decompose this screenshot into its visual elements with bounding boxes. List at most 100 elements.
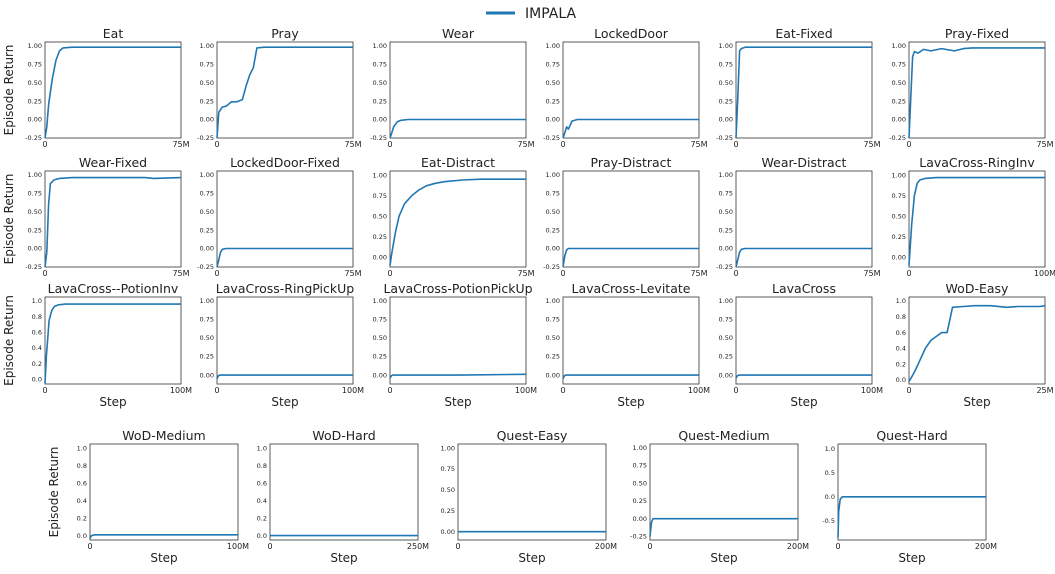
- y-tick-label: 0.75: [28, 189, 42, 197]
- panel-4: Eat-Fixed -0.25 0.00 0.25 0.50 0.75 1.00 0 75M: [716, 26, 880, 149]
- panel-7: LockedDoor-Fixed -0.25 0.00 0.25 0.50 0.75 1.0…: [197, 155, 361, 278]
- y-tick-label: -0.25: [25, 263, 42, 271]
- y-tick-label: 0.75: [200, 60, 214, 68]
- y-tick-label: 1.00: [892, 42, 906, 50]
- panel-3: LockedDoor -0.25 0.00 0.25 0.50 0.75 1.00 0 75M: [543, 26, 707, 149]
- x-tick-label: 75M: [344, 269, 361, 278]
- plot-frame: [562, 296, 700, 385]
- y-tick-label: 0.50: [28, 79, 42, 87]
- panel-13: LavaCross-RingPickUp 0.00 0.25 0.50 0.75 1.00…: [200, 281, 365, 409]
- x-tick-label: 75M: [517, 140, 534, 149]
- y-tick-label: -0.25: [716, 134, 733, 142]
- series-line: [837, 495, 986, 538]
- series-line: [44, 46, 181, 139]
- x-tick-label: 75M: [863, 269, 880, 278]
- x-axis-label: Step: [617, 395, 644, 409]
- y-tick-label: 0.25: [373, 97, 387, 105]
- panel-8: Eat-Distract 0.00 0.25 0.50 0.75 1.00 0 75M: [373, 155, 535, 278]
- y-tick-label: 0.75: [441, 465, 455, 473]
- y-tick-label: 0.75: [373, 192, 387, 200]
- y-tick-label: 1.00: [200, 171, 214, 179]
- y-tick-label: -0.25: [543, 263, 560, 271]
- y-tick-label: 0.00: [719, 371, 733, 379]
- y-tick-label: 0.6: [257, 479, 267, 487]
- panel-9: Pray-Distract -0.25 0.00 0.25 0.50 0.75 1.00 0 7…: [543, 155, 707, 278]
- panel-title: Wear: [442, 26, 475, 41]
- y-tick-label: 0.00: [373, 116, 387, 124]
- y-tick-label: 0.0: [896, 376, 906, 384]
- panel-0: Eat -0.25 0.00 0.25 0.50 0.75 1.00 0 75M Episode …: [2, 26, 190, 149]
- plot-frame: [44, 296, 182, 385]
- y-tick-label: 0.6: [896, 329, 906, 337]
- y-tick-label: -0.25: [543, 134, 560, 142]
- x-tick-label: 75M: [863, 140, 880, 149]
- y-tick-label: 0.75: [719, 189, 733, 197]
- series-line: [562, 118, 699, 139]
- y-tick-label: 0.50: [892, 212, 906, 220]
- y-tick-label: 0.8: [896, 313, 906, 321]
- y-tick-label: 0.4: [257, 497, 267, 505]
- x-axis-label: Step: [710, 551, 737, 565]
- y-tick-label: 0.25: [546, 226, 560, 234]
- panel-title: Eat-Fixed: [775, 26, 832, 41]
- x-tick-label: 100M: [170, 386, 192, 395]
- x-tick-label: 75M: [172, 269, 189, 278]
- series-line: [44, 303, 181, 384]
- x-tick-label: 100M: [342, 386, 364, 395]
- plot-frame: [269, 443, 419, 541]
- y-tick-label: 1.00: [373, 297, 387, 305]
- plot-frame: [44, 41, 182, 139]
- y-tick-label: 0.25: [373, 233, 387, 241]
- y-tick-label: 0.50: [373, 212, 387, 220]
- y-tick-label: 0.50: [373, 79, 387, 87]
- y-tick-label: 1.00: [200, 297, 214, 305]
- y-tick-label: 0.00: [546, 116, 560, 124]
- panel-14: LavaCross-PotionPickUp 0.00 0.25 0.50 0.75 1.…: [373, 281, 538, 409]
- panel-5: Pray-Fixed -0.25 0.00 0.25 0.50 0.75 1.00 0 75M: [889, 26, 1053, 149]
- y-tick-label: 0.50: [546, 208, 560, 216]
- y-tick-label: 0.75: [719, 60, 733, 68]
- y-tick-label: -0.25: [197, 263, 214, 271]
- plot-frame: [649, 443, 799, 541]
- panel-title: Quest-Hard: [876, 428, 947, 443]
- y-tick-label: 0.25: [28, 97, 42, 105]
- plot-frame: [735, 41, 873, 139]
- y-tick-label: 0.50: [200, 334, 214, 342]
- x-tick-label: 0: [906, 269, 911, 278]
- plot-frame: [457, 443, 607, 541]
- y-tick-label: 0.2: [896, 360, 906, 368]
- plot-frame: [562, 41, 700, 139]
- panel-title: LavaCross--PotionInv: [48, 281, 179, 296]
- series-line: [89, 533, 238, 539]
- plot-frame: [562, 170, 700, 268]
- x-tick-label: 0: [42, 386, 47, 395]
- y-tick-label: -0.25: [716, 263, 733, 271]
- x-tick-label: 0: [560, 140, 565, 149]
- x-tick-label: 0: [87, 542, 92, 551]
- y-tick-label: 1.00: [546, 42, 560, 50]
- y-tick-label: 0.00: [546, 245, 560, 253]
- x-tick-label: 75M: [690, 269, 707, 278]
- x-axis-label: Step: [150, 551, 177, 565]
- y-tick-label: 1.00: [633, 444, 647, 452]
- x-tick-label: 0: [42, 269, 47, 278]
- series-line: [562, 374, 699, 380]
- plot-frame: [89, 443, 239, 541]
- y-tick-label: 0.75: [200, 189, 214, 197]
- y-tick-label: 0.00: [200, 371, 214, 379]
- y-tick-label: 0.75: [633, 462, 647, 470]
- x-tick-label: 200M: [787, 542, 809, 551]
- x-tick-label: 200M: [975, 542, 997, 551]
- x-tick-label: 0: [455, 542, 460, 551]
- panel-title: WoD-Hard: [312, 428, 375, 443]
- y-tick-label: 1.00: [719, 42, 733, 50]
- y-tick-label: 0.8: [257, 462, 267, 470]
- panel-title: LavaCross: [772, 281, 836, 296]
- panel-title: LavaCross-PotionPickUp: [383, 281, 532, 296]
- y-tick-label: 0.25: [441, 507, 455, 515]
- y-tick-label: 0.8: [32, 313, 42, 321]
- y-tick-label: 1.0: [825, 445, 835, 453]
- y-tick-label: 0.00: [200, 245, 214, 253]
- y-tick-label: 0.4: [77, 497, 87, 505]
